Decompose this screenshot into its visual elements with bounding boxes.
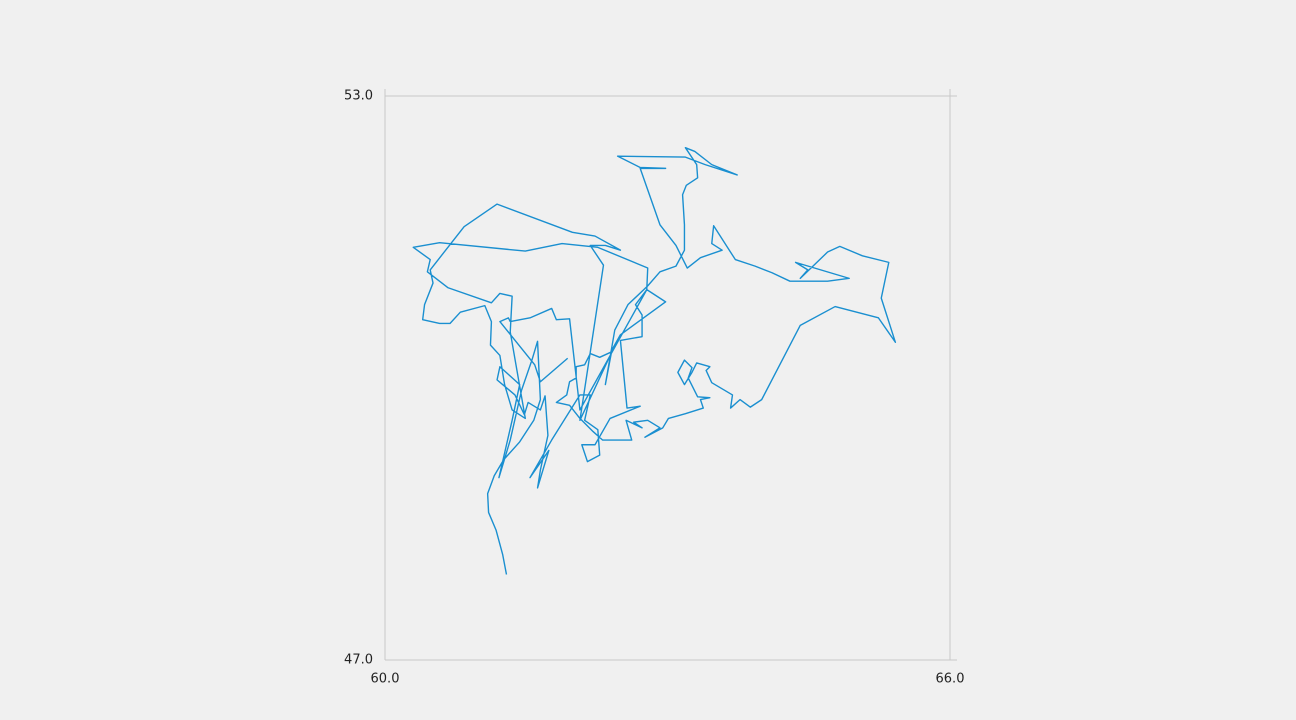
y-tick-label: 47.0 [344, 653, 373, 668]
x-tick-label: 66.0 [936, 672, 965, 687]
x-tick-label: 60.0 [371, 672, 400, 687]
y-tick-label: 53.0 [344, 89, 373, 104]
data-line [412, 147, 897, 575]
